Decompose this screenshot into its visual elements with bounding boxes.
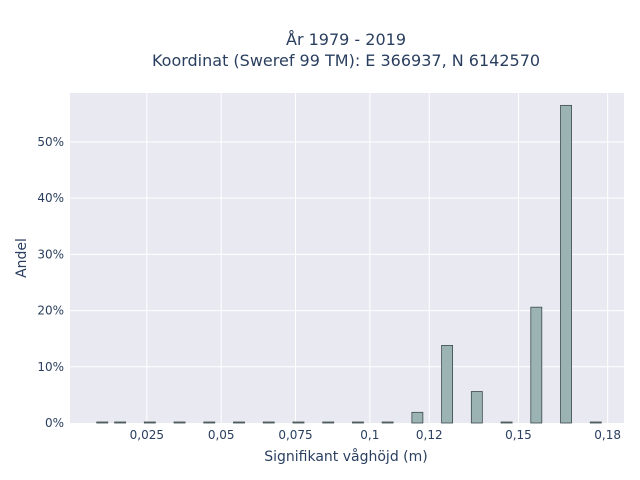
x-tick-label: 0,05 <box>208 428 235 442</box>
histogram-bar <box>589 421 602 424</box>
histogram-bar <box>173 421 186 424</box>
histogram-bar <box>470 391 483 424</box>
y-tick-label: 10% <box>37 360 64 374</box>
x-tick-label: 0,15 <box>505 428 532 442</box>
x-tick-label: 0,025 <box>130 428 164 442</box>
x-axis-title: Signifikant våghöjd (m) <box>264 448 427 465</box>
x-tick-label: 0,1 <box>360 428 379 442</box>
x-tick-label: 0,12 <box>416 428 443 442</box>
y-tick-label: 40% <box>37 191 64 205</box>
histogram-bar <box>352 421 364 424</box>
grid-lines <box>70 93 624 423</box>
y-tick-label: 20% <box>37 304 64 318</box>
histogram-bar <box>114 421 126 424</box>
x-axis-ticks: 0,025 0,05 0,075 0,1 0,12 0,15 0,18 <box>130 428 621 442</box>
histogram-bar <box>411 411 424 424</box>
histogram-bar <box>96 421 109 424</box>
chart-title-line-2: Koordinat (Sweref 99 TM): E 366937, N 61… <box>152 51 540 70</box>
chart-title-line-1: År 1979 - 2019 <box>286 30 406 49</box>
histogram-bar <box>292 421 305 424</box>
histogram-bar <box>381 421 394 424</box>
x-tick-label: 0,075 <box>278 428 312 442</box>
y-axis-ticks: 0% 10% 20% 30% 40% 50% <box>37 135 64 430</box>
histogram-bar <box>322 421 335 424</box>
histogram-bar <box>500 421 513 424</box>
y-axis-title: Andel <box>14 238 30 278</box>
histogram-bar <box>143 421 156 424</box>
histogram-bar <box>203 421 216 424</box>
x-tick-label: 0,18 <box>594 428 621 442</box>
histogram-bar <box>560 104 572 424</box>
y-tick-label: 30% <box>37 247 64 261</box>
y-tick-label: 0% <box>45 416 64 430</box>
bars <box>96 104 602 424</box>
histogram-bar <box>233 421 245 424</box>
y-tick-label: 50% <box>37 135 64 149</box>
histogram-bar <box>530 306 543 424</box>
histogram-bar <box>262 421 275 424</box>
histogram-bar <box>441 345 454 424</box>
